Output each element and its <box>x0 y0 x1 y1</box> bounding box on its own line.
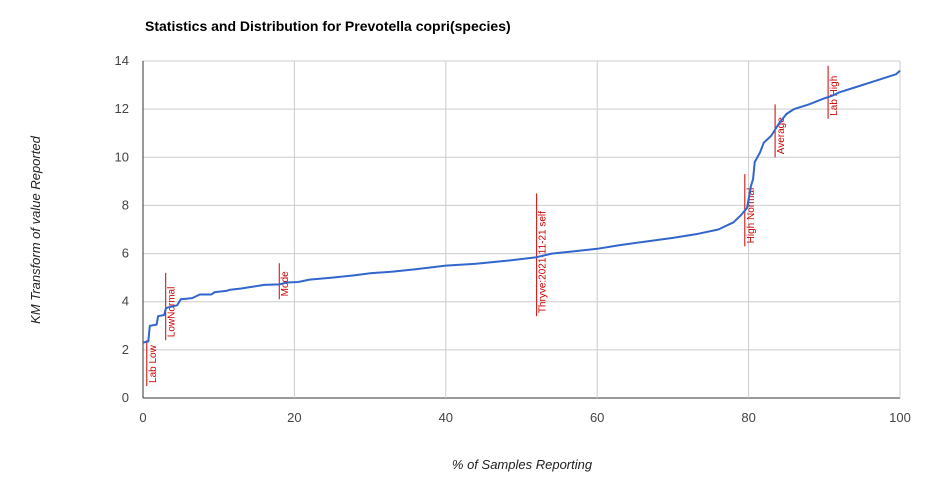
y-tick-label: 10 <box>115 149 129 164</box>
y-tick-label: 2 <box>122 342 129 357</box>
annotation-label: High Normal <box>746 188 757 244</box>
y-tick-label: 14 <box>115 53 129 68</box>
annotation-label: LowNormal <box>167 287 178 338</box>
grid-lines <box>142 60 901 399</box>
x-tick-label: 60 <box>590 410 604 425</box>
x-tick-label: 40 <box>439 410 453 425</box>
x-tick-label: 0 <box>139 410 146 425</box>
y-tick-label: 12 <box>115 101 129 116</box>
x-tick-label: 20 <box>287 410 301 425</box>
y-axis-label: KM Transform of value Reported <box>28 135 43 323</box>
x-tick-label: 100 <box>889 410 911 425</box>
y-tick-label: 6 <box>122 246 129 261</box>
series-line <box>142 69 901 344</box>
x-tick-label: 80 <box>741 410 755 425</box>
y-tick-label: 0 <box>122 390 129 405</box>
y-tick-label: 8 <box>122 197 129 212</box>
chart-title: Statistics and Distribution for Prevotel… <box>145 18 511 34</box>
series-layer <box>142 69 901 344</box>
annotation-label: Thryve:2021-11-21 self <box>538 211 549 313</box>
annotation-label: Lab High <box>829 76 840 116</box>
annotation-label: Average <box>776 117 787 155</box>
axes: 0 2 4 6 8 10 12 14 0 20 40 60 80 100 <box>115 53 911 425</box>
y-tick-label: 4 <box>122 294 129 309</box>
annotation-label: Lab Low <box>148 344 159 383</box>
x-axis-label: % of Samples Reporting <box>452 457 593 472</box>
